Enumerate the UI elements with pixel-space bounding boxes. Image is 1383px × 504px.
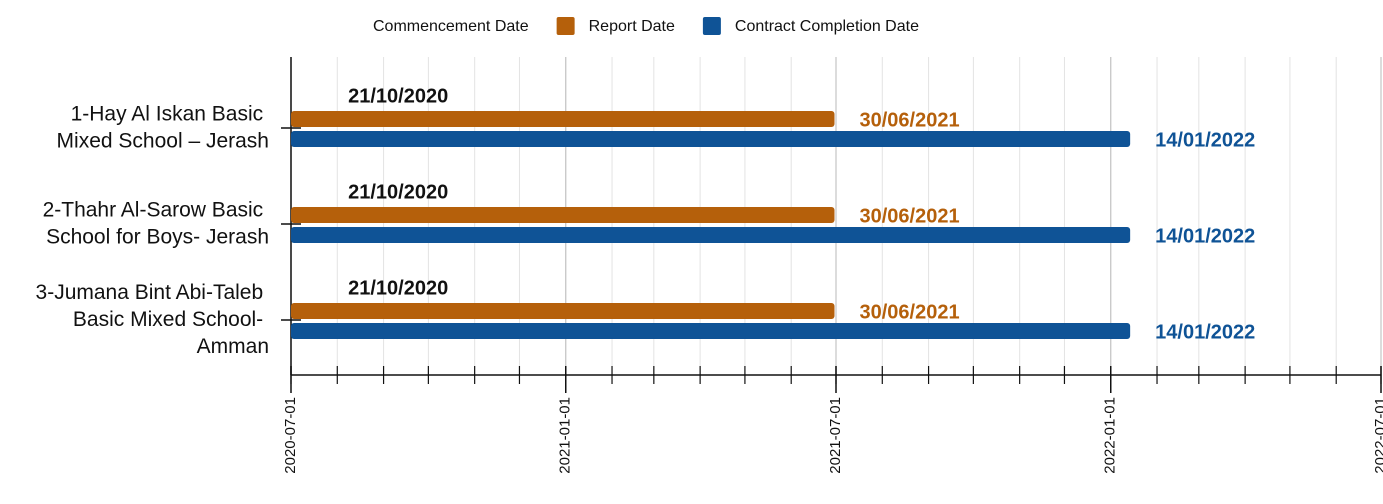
x-tick-label: 2021-01-01 [557, 397, 574, 474]
legend-swatch [702, 17, 721, 35]
bar [291, 111, 835, 127]
value-label: 30/06/2021 [860, 109, 960, 131]
value-label: 14/01/2022 [1155, 321, 1255, 343]
value-label: 30/06/2021 [860, 301, 960, 323]
x-tick-label: 2022-07-01 [1372, 397, 1383, 474]
y-tick-label: 1-Hay Al Iskan Basic Mixed School – Jera… [57, 102, 269, 152]
bar [291, 131, 1131, 147]
bar [291, 227, 1131, 243]
value-label: 21/10/2020 [348, 181, 448, 203]
legend-label: Contract Completion Date [735, 18, 919, 35]
value-label: 14/01/2022 [1155, 129, 1255, 151]
x-tick-label: 2022-01-01 [1102, 397, 1119, 474]
bar [291, 303, 835, 319]
legend-label: Commencement Date [373, 18, 529, 35]
legend-label: Report Date [589, 18, 675, 35]
legend-swatch [556, 17, 575, 35]
value-label: 21/10/2020 [348, 277, 448, 299]
y-tick-label: 2-Thahr Al-Sarow Basic School for Boys- … [43, 198, 269, 248]
bar [291, 207, 835, 223]
value-label: 30/06/2021 [860, 205, 960, 227]
bar [291, 323, 1131, 339]
value-label: 21/10/2020 [348, 85, 448, 107]
x-tick-label: 2020-07-01 [282, 397, 299, 474]
x-tick-label: 2021-07-01 [827, 397, 844, 474]
value-label: 14/01/2022 [1155, 225, 1255, 247]
y-tick-label: 3-Jumana Bint Abi-Taleb Basic Mixed Scho… [36, 281, 269, 358]
